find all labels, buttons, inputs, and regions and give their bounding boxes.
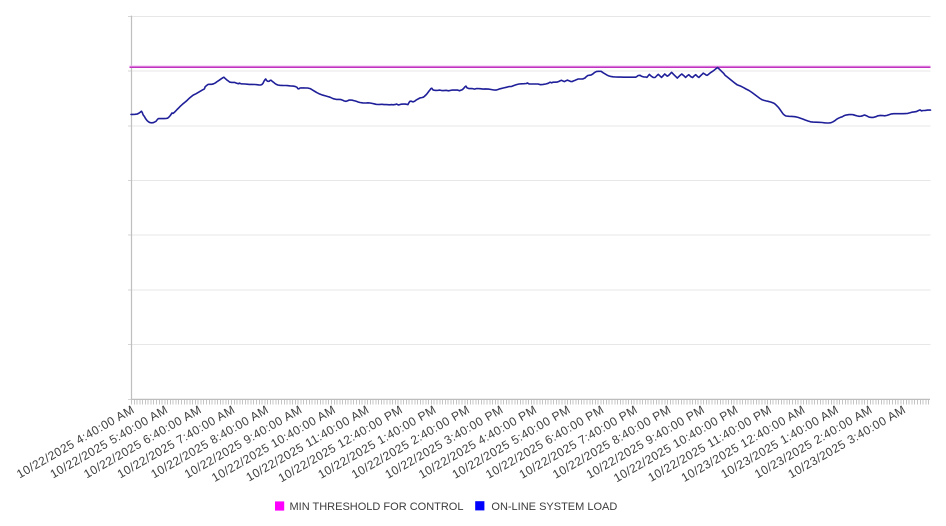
svg-text:ON-LINE SYSTEM LOAD: ON-LINE SYSTEM LOAD	[491, 501, 617, 513]
svg-text:MIN THRESHOLD FOR CONTROL: MIN THRESHOLD FOR CONTROL	[290, 501, 464, 513]
